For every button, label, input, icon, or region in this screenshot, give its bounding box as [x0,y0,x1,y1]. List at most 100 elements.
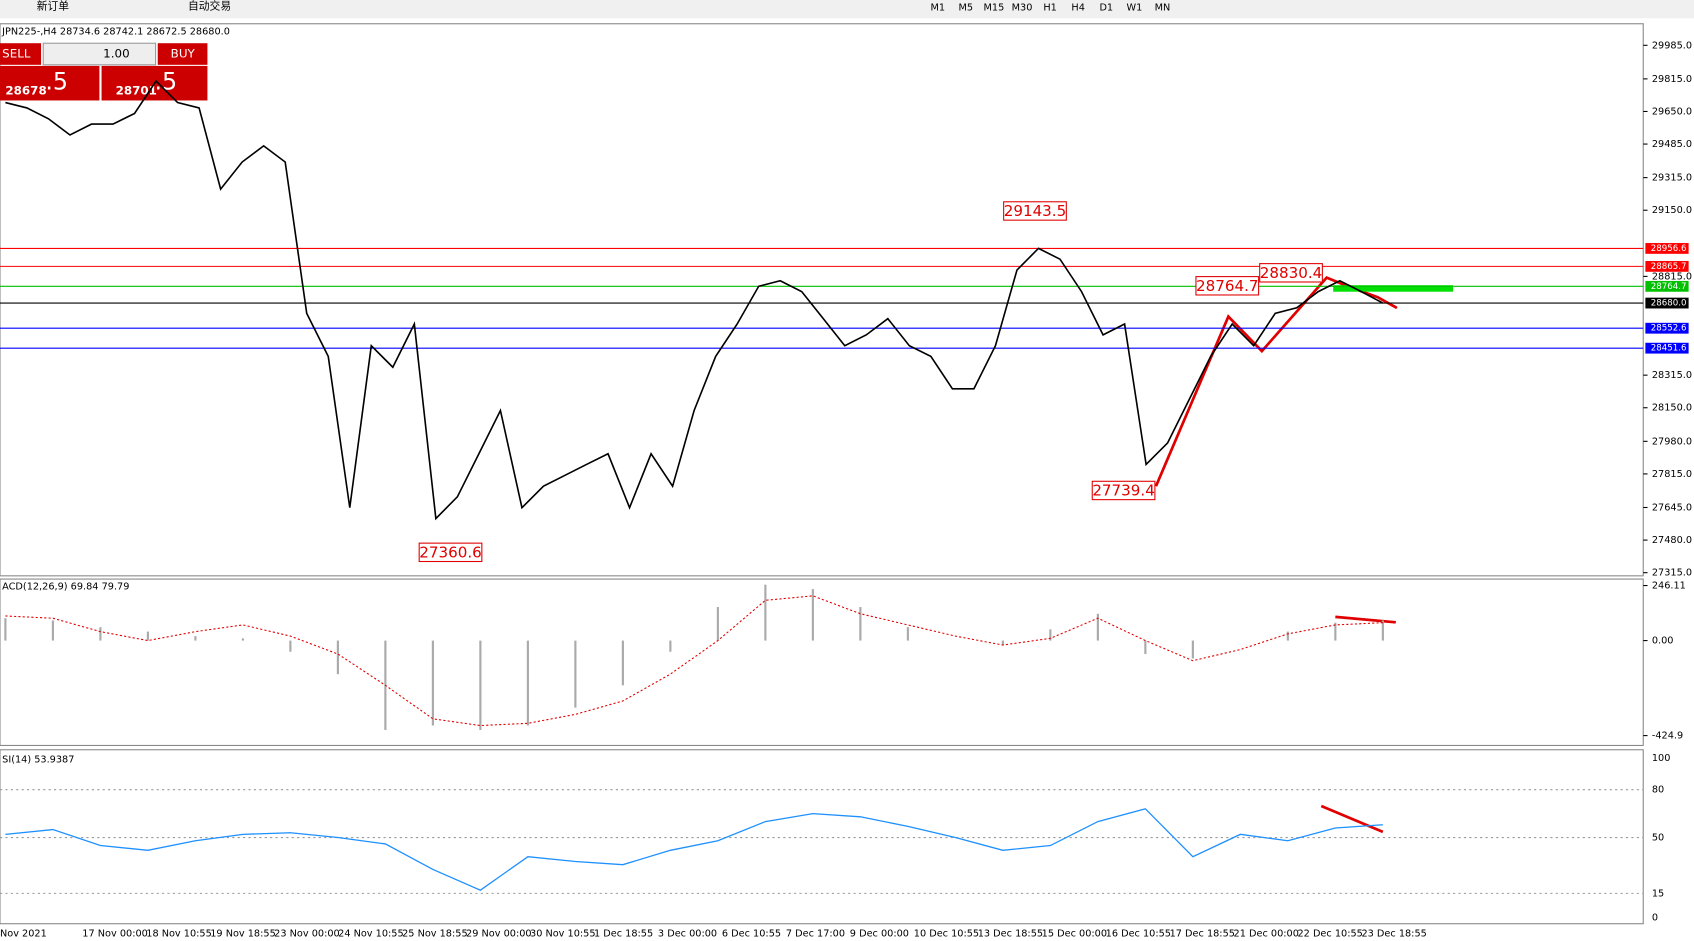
rsi-pane [0,749,1644,925]
bid-box [0,65,100,101]
x-tick-label: 7 Dec 17:00 [786,928,845,939]
price-annotation: 28764.7 [1196,277,1258,295]
y-tick-label: 29485.0 [1652,139,1692,150]
y-tick-label: 29985.0 [1652,40,1692,51]
y-tick-label: 27480.0 [1652,535,1692,546]
panes [0,23,1644,925]
price-annotation: 27739.4 [1092,482,1154,500]
x-tick-label: 16 Dec 10:55 [1106,928,1171,939]
auto-trading-button[interactable]: 自动交易 [188,0,231,12]
y-tick-label: -424.9 [1652,731,1683,742]
macd-signal [5,595,1383,727]
x-tick-label: 1 Dec 18:55 [594,928,653,939]
new-order-button[interactable]: 新订单 [37,0,70,12]
x-tick-label: 13 Dec 18:55 [978,928,1043,939]
y-tick-label: 27645.0 [1652,502,1692,513]
x-tick-label: 23 Dec 18:55 [1361,928,1426,939]
chart-header: JPN225-,H4 28734.6 28742.1 28672.5 28680… [1,26,230,37]
trade-panel: SELL 1.00 BUY 28678 .5 28701 .5 [0,42,208,101]
sell-button[interactable]: SELL [2,47,31,61]
x-tick-label: Nov 2021 [0,928,47,939]
green-zone [1333,285,1454,292]
annotation-box [418,542,483,563]
trend-arrows [1154,276,1398,487]
price-level-label: 28552.6 [1651,324,1687,334]
timeframe-button[interactable]: M5 [959,3,974,14]
timeframe-button[interactable]: D1 [1099,3,1113,14]
y-tick-label: 0.00 [1652,636,1674,647]
price-level-tag [1645,243,1689,254]
price-level-label: 28764.7 [1651,282,1687,292]
macd-arrow [1335,615,1396,624]
y-tick-label: 29150.0 [1652,205,1692,216]
price-level-tag [1645,322,1689,334]
x-tick-label: 25 Nov 18:55 [402,928,468,939]
annotation-box [1195,276,1260,296]
ask-price[interactable]: 28701 [116,83,157,97]
x-tick-label: 21 Dec 00:00 [1234,928,1299,939]
y-tick-label: 50 [1652,833,1664,844]
price-annotation: 27360.6 [419,543,481,561]
x-tick-label: 3 Dec 00:00 [658,928,717,939]
x-tick-label: 6 Dec 10:55 [722,928,781,939]
price-level-label: 28451.6 [1651,344,1687,354]
timeframe-button[interactable]: M1 [930,3,945,14]
x-tick-label: 23 Nov 00:00 [274,928,340,939]
price-line [5,79,1384,521]
timeframe-button[interactable]: W1 [1126,3,1142,14]
drawings [1154,276,1454,834]
main-pane [0,23,1644,577]
y-tick-label: 15 [1652,888,1664,899]
annotation-box [1259,263,1323,283]
price-level-label: 28680.0 [1651,299,1687,309]
price-level-label: 28956.6 [1651,244,1687,254]
x-tick-label: 29 Nov 00:00 [466,928,532,939]
timeframe-button[interactable]: MN [1155,3,1171,14]
bid-price[interactable]: 28678 [5,83,46,97]
y-tick-label: 27815.0 [1652,469,1692,480]
macd-label: ACD(12,26,9) 69.84 79.79 [2,582,129,593]
timeframe-button[interactable]: M30 [1012,3,1033,14]
rsi-label: SI(14) 53.9387 [2,754,74,765]
rsi-arrow [1320,804,1384,834]
price-annotation: 28830.4 [1260,264,1322,282]
y-tick-label: 29315.0 [1652,173,1692,184]
x-tick-label: 30 Nov 10:55 [530,928,596,939]
annotation-box [1091,480,1156,501]
y-tick-label: 0 [1652,912,1658,923]
ask-pips[interactable]: .5 [154,68,177,96]
x-tick-label: 18 Nov 10:55 [146,928,212,939]
y-tick-label: 29815.0 [1652,74,1692,85]
toolbar [0,0,1694,19]
y-tick-label: 28315.0 [1652,370,1692,381]
x-tick-label: 17 Nov 00:00 [82,928,148,939]
price-level-tag [1645,297,1689,309]
timeframe-button[interactable]: H4 [1071,3,1084,14]
annotation-box [1003,201,1067,221]
x-tick-label: 19 Nov 18:55 [210,928,276,939]
lots-input[interactable]: 1.00 [103,47,129,61]
x-tick-label: 22 Dec 10:55 [1298,928,1363,939]
lots-box [42,42,157,66]
x-tick-label: 24 Nov 10:55 [338,928,404,939]
x-tick-label: 17 Dec 18:55 [1170,928,1235,939]
timeframe-button[interactable]: H1 [1043,3,1056,14]
price-level-tag [1645,280,1689,292]
y-tick-label: 27315.0 [1652,568,1692,579]
price-annotation: 29143.5 [1004,202,1066,220]
y-tick-label: 100 [1652,753,1671,764]
x-tick-label: 15 Dec 00:00 [1042,928,1107,939]
x-tick-label: 10 Dec 10:55 [914,928,979,939]
buy-button[interactable]: BUY [171,47,196,61]
price-level-tag [1645,260,1689,272]
y-tick-label: 246.11 [1652,581,1686,592]
timeframe-button[interactable]: M15 [984,3,1005,14]
y-tick-label: 28150.0 [1652,403,1692,414]
bid-pips[interactable]: .5 [45,68,68,96]
y-tick-label: 27980.0 [1652,436,1692,447]
x-tick-label: 9 Dec 00:00 [850,928,909,939]
macd-pane [0,578,1644,746]
y-tick-label: 29650.0 [1652,106,1692,117]
